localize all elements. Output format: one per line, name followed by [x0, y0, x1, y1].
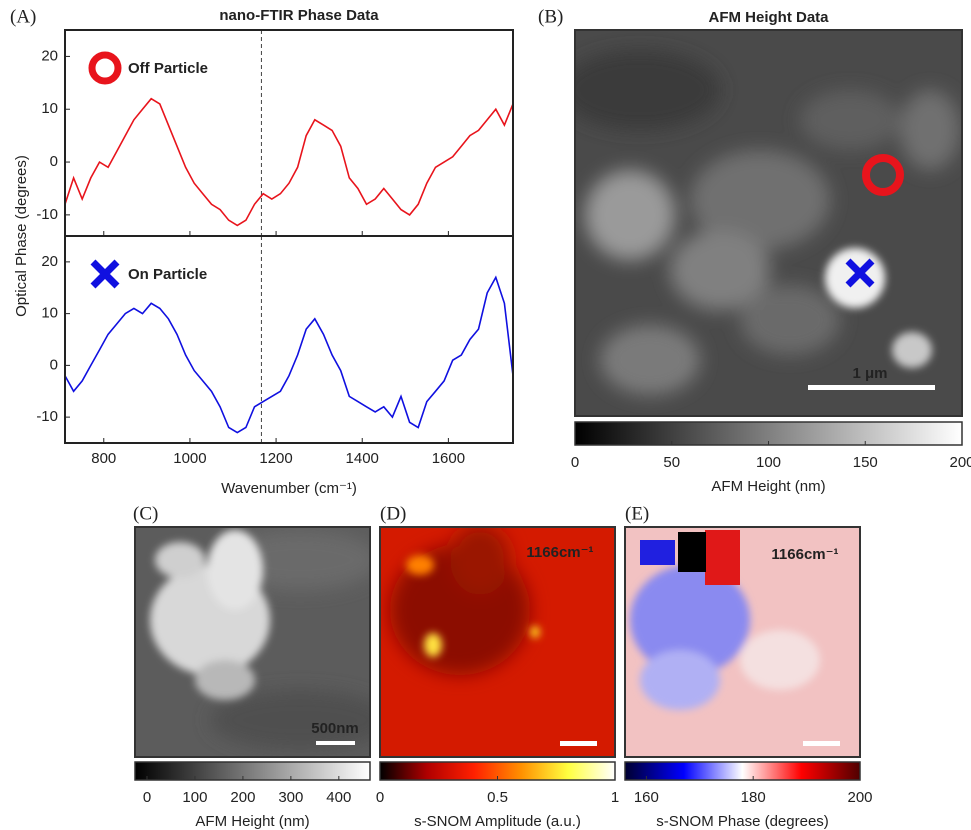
colorbar-tick-label: 0.5 [487, 789, 508, 806]
x-tick-label: 1600 [432, 450, 465, 467]
colorbar-tick-label: 100 [182, 789, 207, 806]
colorbar-tick-label: 1 [611, 789, 619, 806]
y-tick-label: 20 [41, 253, 58, 270]
x-tick-label: 1000 [173, 450, 206, 467]
scale-bar-label: 1 μm [852, 365, 887, 382]
panel-label: (D) [380, 503, 406, 524]
panel-label: (B) [538, 6, 563, 27]
colorbar-tick-label: 100 [756, 454, 781, 471]
panel-label: (C) [133, 503, 158, 524]
colorbar-label: s-SNOM Amplitude (a.u.) [414, 813, 581, 830]
y-axis-label: Optical Phase (degrees) [13, 155, 30, 317]
y-tick-label: 0 [50, 153, 58, 170]
colorbar-tick-label: 300 [278, 789, 303, 806]
panel-label: (A) [10, 6, 36, 27]
scale-bar-label: 500nm [311, 720, 359, 737]
x-tick-label: 1400 [346, 450, 379, 467]
colorbar-label: AFM Height (nm) [711, 478, 825, 495]
wavenumber-label: 1166cm⁻¹ [526, 544, 593, 561]
legend-marker [92, 55, 118, 81]
x-axis-label: Wavenumber (cm⁻¹) [221, 480, 357, 497]
panel-label: (E) [625, 503, 649, 524]
colorbar-tick-label: 0 [571, 454, 579, 471]
colorbar [135, 762, 370, 780]
colorbar-tick-label: 400 [326, 789, 351, 806]
chart-title: AFM Height Data [709, 9, 830, 26]
colorbar [625, 762, 860, 780]
afm-image [560, 30, 962, 416]
legend-label: Off Particle [128, 60, 208, 77]
y-tick-label: 0 [50, 356, 58, 373]
colorbar-tick-label: 200 [230, 789, 255, 806]
colorbar-tick-label: 50 [663, 454, 680, 471]
legend-marker [93, 262, 117, 286]
wavenumber-label: 1166cm⁻¹ [771, 546, 838, 563]
colorbar-tick-label: 150 [853, 454, 878, 471]
colorbar-label: AFM Height (nm) [195, 813, 309, 830]
y-tick-label: -10 [36, 206, 58, 223]
colorbar-tick-label: 160 [634, 789, 659, 806]
y-tick-label: 10 [41, 305, 58, 322]
figure: -1001020Off ParticleOptical Phase (degre… [0, 0, 971, 830]
colorbar-tick-label: 200 [847, 789, 872, 806]
y-tick-label: 10 [41, 100, 58, 117]
series-line [65, 99, 513, 226]
x-tick-label: 800 [91, 450, 116, 467]
x-tick-label: 1200 [259, 450, 292, 467]
chart-title: nano-FTIR Phase Data [219, 7, 379, 24]
colorbar-tick-label: 200 [949, 454, 971, 471]
series-line [65, 277, 513, 432]
y-tick-label: 20 [41, 47, 58, 64]
colorbar-tick-label: 180 [741, 789, 766, 806]
colorbar-label: s-SNOM Phase (degrees) [656, 813, 829, 830]
colorbar-tick-label: 0 [376, 789, 384, 806]
colorbar-tick-label: 0 [143, 789, 151, 806]
page: {"chart_data": [ {"type": "line", "panel… [0, 0, 971, 830]
y-tick-label: -10 [36, 408, 58, 425]
legend-label: On Particle [128, 266, 207, 283]
